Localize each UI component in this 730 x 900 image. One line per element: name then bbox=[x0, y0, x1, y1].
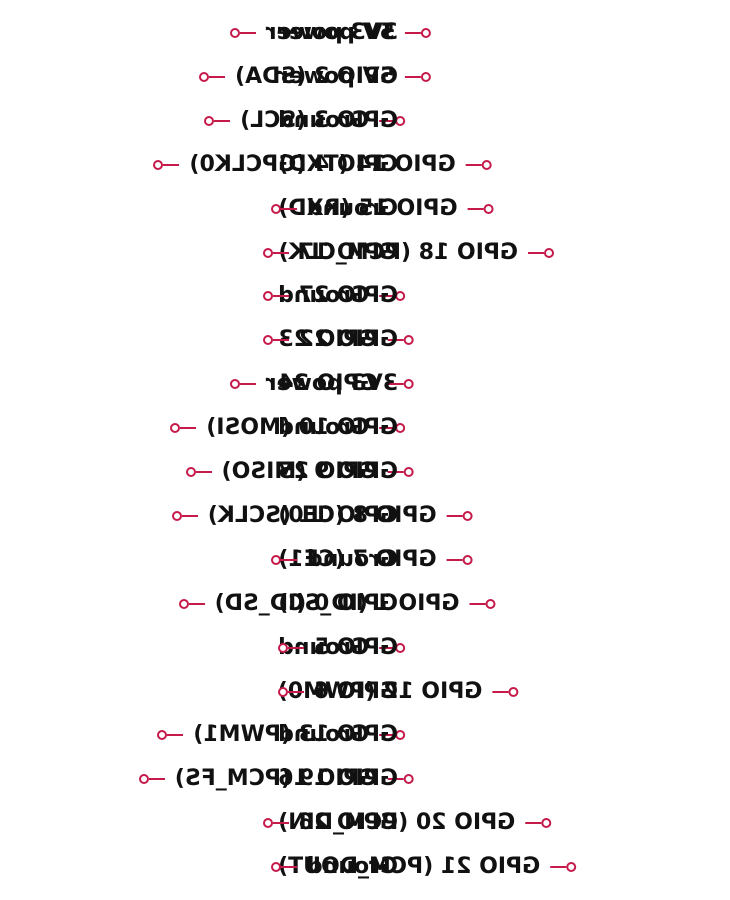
pin-row: GPIO 24 3V3 power bbox=[0, 362, 730, 406]
pin-right: GPIO 10 (MOSI) bbox=[170, 406, 398, 450]
pin-row: Ground GPIO 5 bbox=[0, 626, 730, 670]
pin-connector-icon bbox=[199, 71, 226, 83]
pin-right: GPIO 2 (SDA) bbox=[199, 55, 398, 99]
pin-connector-icon bbox=[527, 247, 554, 259]
pin-row: GPIO 15 (RXD) Ground bbox=[0, 187, 730, 231]
pin-row: GPIO 8 (CE0) GPIO 11 (SCLK) bbox=[0, 494, 730, 538]
pin-right: GPIO 0 (ID_SD) bbox=[178, 582, 398, 626]
pin-right: GPIO 19 (PCM_FS) bbox=[138, 757, 398, 801]
pin-label-right: 3V3 power bbox=[265, 20, 398, 45]
pin-label-right: 3V3 power bbox=[265, 371, 398, 397]
pin-connector-icon bbox=[229, 27, 256, 39]
pin-connector-icon bbox=[469, 598, 496, 610]
pin-connector-icon bbox=[446, 554, 473, 566]
pin-connector-icon bbox=[204, 115, 231, 127]
pin-connector-icon bbox=[178, 598, 205, 610]
pin-label-right: GPIO 2 (SDA) bbox=[235, 63, 398, 89]
pin-label-right: GPIO 11 (SCLK) bbox=[207, 502, 398, 528]
pin-label-right: Ground bbox=[306, 195, 398, 221]
pin-right: GPIO 27 bbox=[262, 274, 398, 318]
pin-connector-icon bbox=[262, 247, 289, 259]
pin-right: GPIO 9 (MISO) bbox=[185, 450, 398, 494]
pin-connector-icon bbox=[157, 729, 184, 741]
pin-label-right: GPIO 17 bbox=[298, 239, 398, 265]
pin-label-right: GPIO 10 (MOSI) bbox=[206, 415, 398, 441]
pin-right: GPIO 4 (GPCLK0) bbox=[153, 143, 398, 187]
pin-row: GPIO 18 (PCM_CLK) GPIO 17 bbox=[0, 231, 730, 275]
pin-label-right: GPIO 9 (MISO) bbox=[221, 459, 398, 484]
pin-connector-icon bbox=[270, 861, 297, 873]
pin-connector-icon bbox=[262, 334, 289, 346]
pin-right: GPIO 13 (PWM1) bbox=[157, 713, 398, 757]
pin-row: GPIO 12 (PWM0) GPIO 6 bbox=[0, 670, 730, 714]
pin-connector-icon bbox=[171, 510, 198, 522]
pin-row: GPIO 7 (CE1) Ground bbox=[0, 538, 730, 582]
pin-label-right: GPIO 27 bbox=[298, 283, 398, 309]
pin-label-right: GPIO 13 (PWM1) bbox=[193, 722, 398, 748]
pin-label-right: Ground bbox=[306, 546, 398, 572]
pin-row: Ground GPIO 27 bbox=[0, 274, 730, 318]
pin-right: GPIO 17 bbox=[262, 231, 398, 275]
pin-label-right: GPIO 22 bbox=[298, 327, 398, 353]
pin-connector-icon bbox=[492, 686, 519, 698]
pin-connector-icon bbox=[153, 159, 180, 171]
pin-connector-icon bbox=[185, 466, 212, 478]
pin-right: GPIO 11 (SCLK) bbox=[171, 494, 398, 538]
pin-label-right: GPIO 26 bbox=[298, 810, 398, 836]
pin-connector-icon bbox=[170, 422, 197, 434]
pin-connector-icon bbox=[404, 27, 431, 39]
pin-row: 5V power 3V3 power bbox=[0, 11, 730, 55]
pin-row: GPIO 14 (TXD) GPIO 4 (GPCLK0) bbox=[0, 143, 730, 187]
pin-connector-icon bbox=[262, 817, 289, 829]
pin-connector-icon bbox=[262, 290, 289, 302]
pin-connector-icon bbox=[404, 71, 431, 83]
pin-right: GPIO 6 bbox=[277, 670, 398, 714]
pin-label-right: GPIO 0 (ID_SD) bbox=[214, 590, 398, 616]
pin-connector-icon bbox=[138, 773, 165, 785]
pin-right: GPIO 26 bbox=[262, 801, 398, 845]
pin-right: 3V3 power bbox=[229, 11, 398, 55]
pin-right: Ground bbox=[270, 187, 398, 231]
pin-row: Ground GPIO 3 (SCL) bbox=[0, 99, 730, 143]
pin-connector-icon bbox=[277, 642, 304, 654]
pin-row: 5V power GPIO 2 (SDA) bbox=[0, 55, 730, 99]
pin-row: GPIO 20 (PCM_DIN) GPIO 26 bbox=[0, 801, 730, 845]
pin-right: GPIO 3 (SCL) bbox=[204, 99, 398, 143]
pin-connector-icon bbox=[465, 159, 492, 171]
pin-label-right: GPIO 5 bbox=[313, 634, 398, 660]
pin-connector-icon bbox=[446, 510, 473, 522]
pin-right: 3V3 power bbox=[229, 362, 398, 406]
pin-right: Ground bbox=[270, 538, 398, 582]
pin-connector-icon bbox=[270, 203, 297, 215]
pin-label-right: GPIO 3 (SCL) bbox=[240, 107, 398, 133]
pin-row: Ground GPIO 10 (MOSI) bbox=[0, 406, 730, 450]
pin-connector-icon bbox=[277, 686, 304, 698]
pin-connector-icon bbox=[467, 203, 494, 215]
pin-row: GPIO 16 GPIO 19 (PCM_FS) bbox=[0, 757, 730, 801]
pin-row: GPIO 25 GPIO 9 (MISO) bbox=[0, 450, 730, 494]
pin-right: Ground bbox=[270, 845, 398, 889]
pin-right: GPIO 22 bbox=[262, 318, 398, 362]
pin-row: GPIO 23 GPIO 22 bbox=[0, 318, 730, 362]
pin-label-right: GPIO 4 (GPCLK0) bbox=[189, 151, 398, 177]
pin-connector-icon bbox=[550, 861, 577, 873]
pin-label-right: GPIO 6 bbox=[313, 678, 398, 704]
pin-right: GPIO 5 bbox=[277, 626, 398, 670]
pin-connector-icon bbox=[525, 817, 552, 829]
pin-row: GPIO 21 (PCM_DOUT) Ground bbox=[0, 845, 730, 889]
pin-label-right: Ground bbox=[306, 854, 398, 880]
pin-row: GPIO 1 (ID_SC) GPIO 0 (ID_SD) bbox=[0, 582, 730, 626]
pin-row: Ground GPIO 13 (PWM1) bbox=[0, 713, 730, 757]
pin-label-right: GPIO 19 (PCM_FS) bbox=[174, 766, 398, 792]
pin-connector-icon bbox=[270, 554, 297, 566]
pin-connector-icon bbox=[229, 378, 256, 390]
